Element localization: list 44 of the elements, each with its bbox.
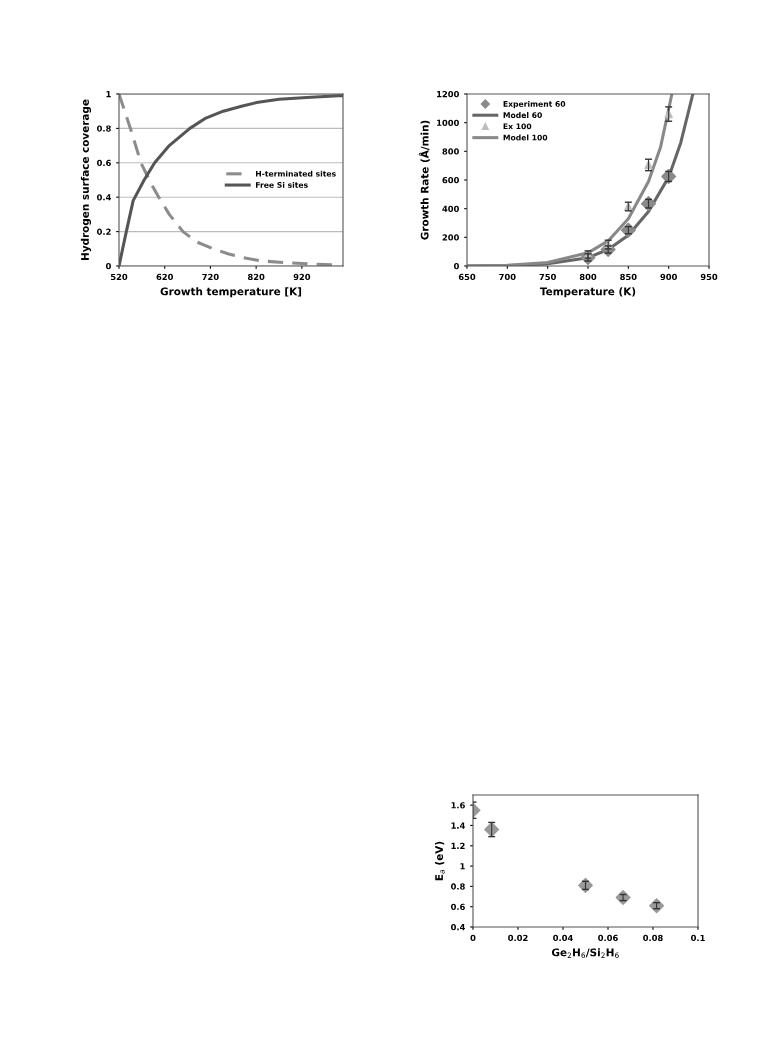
x-tick-label: 800 [579, 273, 597, 281]
x-tick-label: 820 [247, 273, 265, 281]
y-tick-label: 0 [105, 262, 111, 270]
x-tick-label: 0.08 [643, 934, 663, 942]
x-tick-label: 0 [470, 934, 476, 942]
x-axis-title: Growth temperature [K] [160, 287, 302, 298]
x-tick-label: 0.04 [553, 934, 573, 942]
x-tick-label: 900 [660, 273, 677, 281]
x-tick-label: 850 [620, 273, 637, 281]
y-tick-label: 1.4 [451, 822, 465, 829]
y-tick-label: 1 [106, 91, 111, 98]
y-tick-label: 0.6 [451, 903, 465, 910]
x-tick-label: 620 [156, 273, 174, 281]
y-tick-label: 0.6 [97, 159, 111, 167]
y-tick-label: 1.6 [451, 802, 465, 809]
y-tick-label: 0.8 [97, 125, 111, 132]
y-axis-title: Growth Rate (Å/min) [418, 120, 430, 240]
y-tick-label: 0.8 [451, 883, 465, 890]
y-tick-label: 0.2 [97, 228, 111, 235]
x-tick-label: 0.1 [691, 934, 705, 942]
x-tick-label: 950 [700, 273, 718, 281]
y-tick-label: 400 [442, 205, 459, 212]
x-tick-label: 650 [458, 273, 476, 281]
y-tick-label: 800 [442, 148, 459, 155]
y-tick-label: 1000 [437, 119, 459, 126]
y-tick-label: 1.2 [451, 842, 465, 849]
x-axis-title: Ge$_{2}$H$_{6}$/Si$_{2}$H$_{6}$ [551, 948, 619, 958]
y-tick-label: 1200 [437, 90, 459, 98]
x-tick-label: 0.02 [508, 934, 528, 942]
x-axis-title: Temperature (K) [539, 287, 636, 298]
x-tick-label: 920 [293, 273, 311, 281]
y-tick-label: 0 [453, 262, 459, 270]
x-tick-label: 0.06 [598, 934, 618, 942]
y-tick-label: 200 [442, 234, 459, 241]
y-tick-label: 600 [442, 176, 459, 184]
y-axis-title: E$_{a}$ (eV) [434, 841, 445, 881]
y-tick-label: 0.4 [97, 194, 111, 201]
x-tick-label: 520 [110, 273, 128, 281]
x-tick-label: 750 [539, 273, 556, 281]
x-tick-label: 720 [202, 273, 219, 281]
x-tick-label: 700 [499, 273, 516, 281]
y-tick-label: 1 [460, 863, 465, 870]
y-axis-title: Hydrogen surface coverage [80, 99, 92, 260]
y-tick-label: 0.4 [451, 923, 465, 931]
